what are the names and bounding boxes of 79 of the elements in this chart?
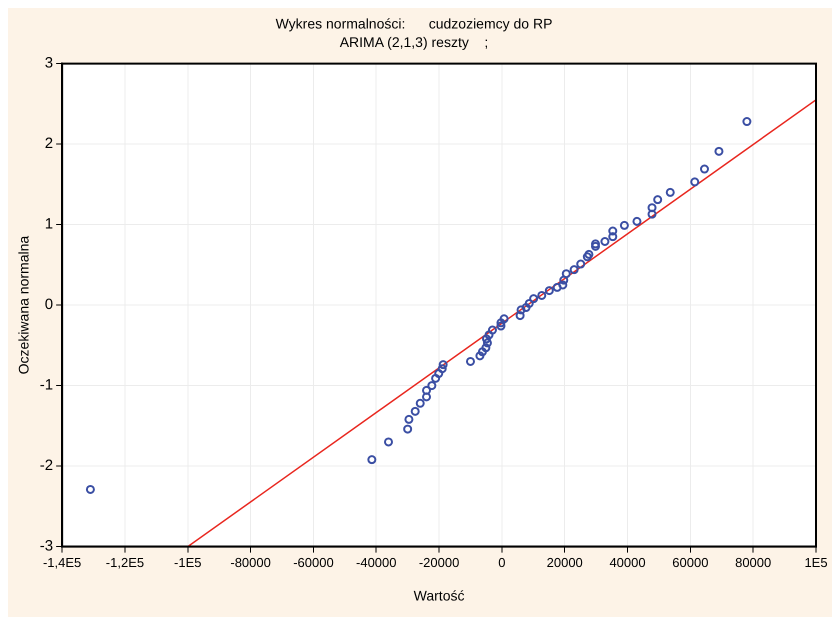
point <box>434 369 444 378</box>
x-tick-label: 40000 <box>609 554 646 570</box>
point <box>422 392 432 402</box>
point <box>552 282 562 292</box>
chart-subtitle: ARIMA (2,1,3) reszty ; <box>340 34 488 50</box>
x-tick-label: 80000 <box>735 554 772 570</box>
point <box>690 177 700 186</box>
point <box>714 146 724 156</box>
point <box>438 360 448 370</box>
point <box>522 303 531 312</box>
point <box>620 220 629 230</box>
point <box>431 374 440 383</box>
point <box>529 294 538 304</box>
point <box>600 237 610 246</box>
point <box>482 338 492 348</box>
point <box>404 414 414 424</box>
point <box>576 260 586 269</box>
y-axis-title: Oczekiwana normalna <box>15 236 32 374</box>
point <box>537 290 546 300</box>
x-axis-title: Wartość <box>414 587 464 604</box>
y-tick-label: 1 <box>44 216 54 233</box>
point <box>582 252 592 262</box>
point <box>438 364 447 374</box>
x-tick-label: 20000 <box>546 554 583 570</box>
point <box>608 232 618 242</box>
chart-title: Wykres normalności: cudzoziemcy do RP <box>276 15 552 32</box>
point <box>558 280 568 290</box>
point <box>403 424 412 434</box>
point <box>475 351 484 360</box>
point <box>86 484 95 494</box>
point <box>590 239 600 248</box>
x-tick-label: -60000 <box>293 554 334 570</box>
point <box>632 216 642 226</box>
point <box>422 386 432 395</box>
point <box>666 188 675 197</box>
x-tick-label: -40000 <box>356 554 396 570</box>
y-tick-label: -3 <box>40 538 54 555</box>
y-tick-label: 3 <box>44 54 54 72</box>
point <box>516 311 525 320</box>
point <box>484 330 494 340</box>
point <box>559 276 568 285</box>
point <box>584 250 594 259</box>
point <box>481 343 490 352</box>
point <box>466 356 475 366</box>
point <box>482 334 491 344</box>
point <box>410 406 420 416</box>
point <box>478 347 487 356</box>
point <box>544 286 554 296</box>
point <box>700 164 709 174</box>
x-tick-label: -20000 <box>418 554 460 570</box>
point <box>427 381 436 390</box>
point <box>653 195 662 204</box>
point <box>516 305 526 314</box>
x-tick-label: -1E5 <box>174 554 202 570</box>
x-tick-label: 0 <box>498 554 506 570</box>
point <box>488 326 497 335</box>
point <box>562 269 571 278</box>
x-tick-label: 1E5 <box>804 554 828 570</box>
point <box>496 322 506 331</box>
x-tick-label: -1,4E5 <box>42 554 82 570</box>
point <box>608 226 618 236</box>
point <box>590 242 600 251</box>
y-tick-label: 0 <box>44 296 54 314</box>
point <box>500 314 509 324</box>
point <box>742 117 752 126</box>
x-tick-label: -1,2E5 <box>106 554 144 570</box>
y-tick-label: -2 <box>40 457 54 474</box>
y-tick-label: 2 <box>44 135 54 152</box>
point <box>367 455 376 464</box>
y-tick-label: -1 <box>40 376 54 394</box>
point <box>496 318 506 328</box>
point <box>416 398 425 408</box>
point <box>648 203 657 212</box>
point <box>524 298 534 308</box>
point <box>570 265 579 274</box>
point <box>384 437 393 446</box>
point <box>648 210 657 219</box>
x-tick-label: 60000 <box>672 554 708 570</box>
x-tick-label: -80000 <box>230 554 271 570</box>
